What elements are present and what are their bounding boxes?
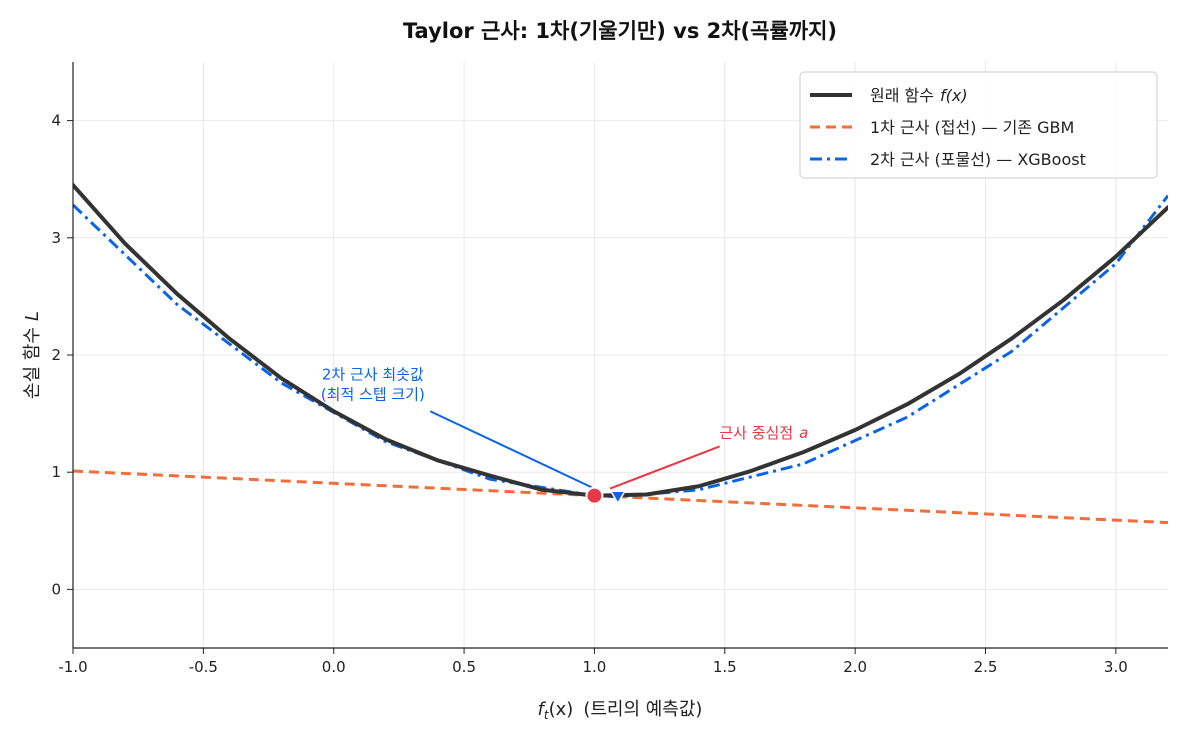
x-tick-label-8: 3.0 [1104,658,1128,676]
x-axis-label-arg: (x) [549,699,574,720]
x-ticks: -1.0 -0.5 0.0 0.5 1.0 1.5 2.0 2.5 3.0 [58,648,1128,676]
annotation-min-line-1: (최적 스텝 크기) [321,386,425,404]
series-line-original [73,183,1168,498]
x-tick-label-0: -1.0 [58,658,87,676]
legend-label-linear: 1차 근사 (접선) — 기존 GBM [870,118,1074,137]
y-tick-label-0: 0 [51,580,61,598]
y-tick-label-4: 4 [51,112,61,130]
legend-entry-quadratic: 2차 근사 (포물선) — XGBoost [810,150,1086,169]
y-axis-label-main: 손실 함수 [22,327,43,399]
x-tick-label-5: 1.5 [713,658,737,676]
y-axis-label-var: L [22,311,43,321]
y-tick-label-2: 2 [51,346,61,364]
x-tick-label-6: 2.0 [843,658,867,676]
marker-layer [585,486,627,505]
annotation-layer: 2차 근사 최솟값 (최적 스텝 크기) 근사 중심점 a [321,366,808,490]
legend-label-original-fx: f(x) [940,86,968,105]
x-tick-label-3: 0.5 [452,658,476,676]
annotation-center-var: a [799,424,808,442]
annotation-min-line-0: 2차 근사 최솟값 [322,366,424,384]
legend: 원래 함수 f(x) 1차 근사 (접선) — 기존 GBM 2차 근사 (포물선… [799,71,1158,179]
legend-label-quadratic: 2차 근사 (포물선) — XGBoost [870,150,1086,169]
annotation-arrow-center [609,445,720,490]
legend-entry-linear: 1차 근사 (접선) — 기존 GBM [810,118,1074,137]
x-axis-label-main: f [538,699,547,720]
marker-quadratic-min [609,490,627,505]
x-axis-label-sub: t [544,708,550,722]
legend-label-original-name: 원래 함수 [870,86,934,105]
legend-label-original: 원래 함수 f(x) [870,86,968,105]
chart-title: Taylor 근사: 1차(기울기만) vs 2차(곡률까지) [403,19,837,43]
annotation-arrow-min [429,410,595,490]
y-axis-label: 손실 함수 L [22,311,43,399]
legend-box [799,71,1158,179]
x-axis-label-rest: (트리의 예측값) [583,699,702,720]
x-tick-label-4: 1.0 [582,658,606,676]
y-tick-label-3: 3 [51,229,61,247]
legend-entry-original: 원래 함수 f(x) [810,86,968,105]
x-axis-label: ft(x) (트리의 예측값) [538,699,703,722]
x-tick-label-7: 2.5 [974,658,998,676]
marker-center-point [585,486,604,505]
y-tick-label-1: 1 [51,463,61,481]
annotation-center: 근사 중심점 a [719,424,808,442]
y-ticks: 0 1 2 3 4 [51,112,73,598]
annotation-center-text: 근사 중심점 [719,424,793,442]
x-tick-label-1: -0.5 [189,658,218,676]
x-tick-label-2: 0.0 [322,658,346,676]
